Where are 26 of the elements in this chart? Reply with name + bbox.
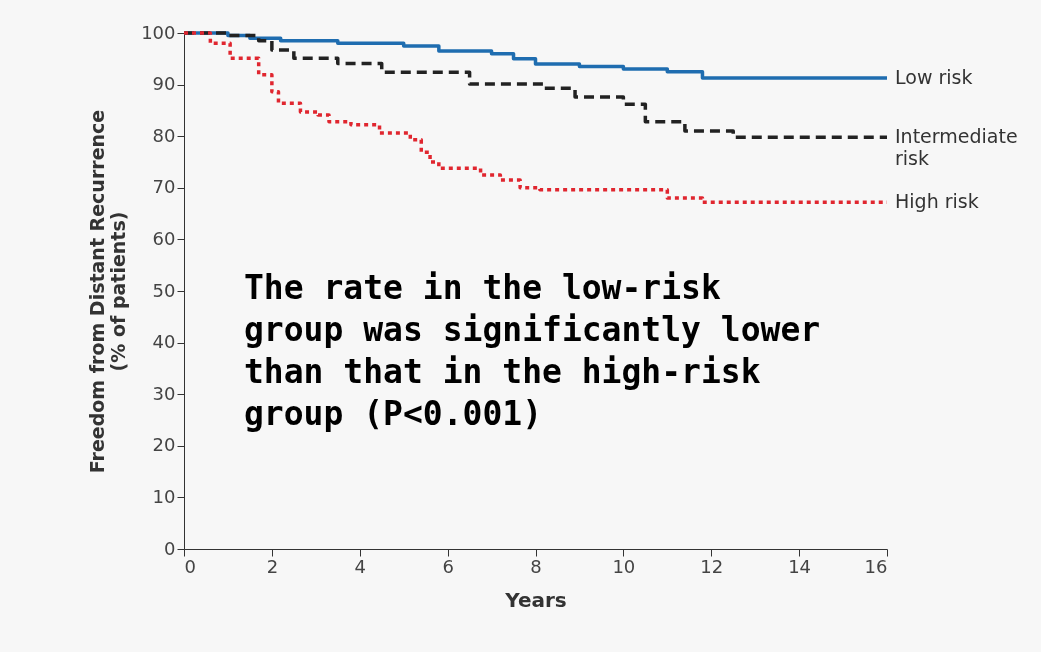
x-axis-title: Years bbox=[504, 587, 567, 612]
y-tick-label: 30 bbox=[152, 382, 176, 404]
y-tick-label: 80 bbox=[152, 124, 176, 146]
y-tick-label: 0 bbox=[164, 537, 176, 559]
y-tick-label: 40 bbox=[152, 331, 176, 353]
series-label: Intermediate risk bbox=[895, 125, 1018, 170]
y-tick-label: 20 bbox=[152, 434, 176, 456]
x-tick-label: 16 bbox=[864, 555, 888, 577]
x-tick-label: 12 bbox=[700, 555, 724, 577]
x-tick-label: 10 bbox=[612, 555, 636, 577]
x-tick-label: 8 bbox=[530, 555, 542, 577]
series-label: Low risk bbox=[895, 65, 973, 88]
y-axis-title: Freedom from Distant Recurrence (% of patients) bbox=[86, 109, 130, 474]
y-tick-label: 70 bbox=[152, 176, 176, 198]
x-tick-label: 0 bbox=[184, 555, 196, 577]
x-tick-label: 14 bbox=[788, 555, 812, 577]
x-tick-label: 6 bbox=[442, 555, 454, 577]
x-tick-label: 2 bbox=[266, 555, 279, 577]
y-tick-label: 100 bbox=[141, 21, 176, 43]
y-tick-label: 50 bbox=[152, 279, 176, 301]
y-tick-label: 10 bbox=[152, 485, 176, 507]
y-tick-label: 90 bbox=[152, 73, 176, 95]
x-tick-label: 4 bbox=[354, 555, 366, 577]
y-tick-label: 60 bbox=[152, 227, 176, 249]
annotation: The rate in the low-risk group was significantly lower than that in the high-risk group (P<0.001) bbox=[244, 268, 821, 433]
series-label: High risk bbox=[895, 190, 979, 213]
